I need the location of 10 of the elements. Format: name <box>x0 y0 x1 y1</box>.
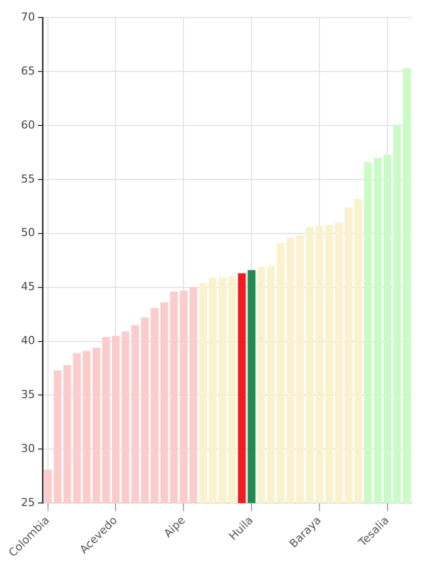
y-tick-label: 55 <box>20 172 35 186</box>
y-tick-label: 40 <box>20 334 35 348</box>
y-tick-label: 70 <box>20 10 35 24</box>
y-tick-label: 35 <box>20 388 35 402</box>
y-tick-label: 30 <box>20 442 35 456</box>
y-tick-label: 50 <box>20 226 35 240</box>
y-tick-label: 65 <box>20 64 35 78</box>
y-tick-label: 25 <box>20 496 35 509</box>
y-tick-label: 60 <box>20 118 35 132</box>
y-tick-label: 45 <box>20 280 35 294</box>
